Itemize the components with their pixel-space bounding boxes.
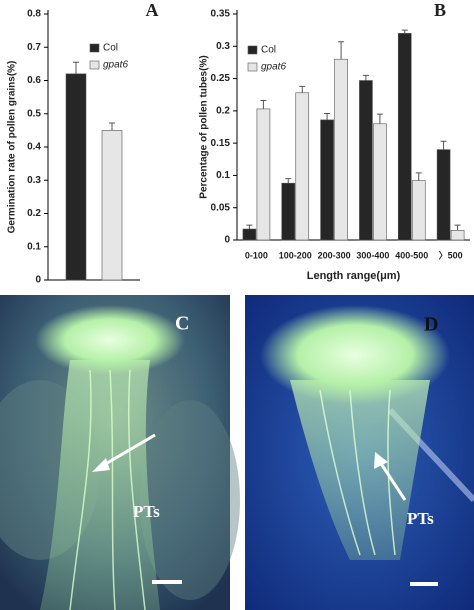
legend-swatch (247, 45, 258, 55)
legend-label: Col (261, 45, 276, 56)
micrograph-c: C PTs (0, 295, 240, 610)
error-bar (440, 140, 447, 150)
y-tick-label: 0.05 (211, 202, 231, 213)
y-tick-label: 0.7 (27, 42, 41, 53)
legend-swatch (89, 43, 100, 53)
legend-swatch (247, 62, 258, 72)
panel-label: B (434, 0, 446, 20)
bar (101, 130, 123, 281)
bar (256, 108, 271, 241)
micrograph-d: D PTs (245, 295, 474, 610)
error-bar (454, 224, 461, 231)
x-tick-label: 〉500 (439, 250, 463, 260)
y-tick-label: 0.4 (27, 142, 41, 153)
bar (320, 119, 334, 241)
y-tick-label: 0 (224, 235, 230, 246)
panel-label: A (146, 0, 159, 20)
bar (450, 230, 465, 241)
annotation: PTs (133, 502, 160, 521)
bar (334, 58, 348, 241)
x-tick-label: 0-100 (245, 250, 268, 260)
error-bar (401, 29, 408, 34)
error-bar (73, 61, 79, 74)
y-tick-label: 0.25 (211, 73, 231, 84)
y-tick-label: 0.8 (27, 9, 41, 20)
x-tick-label: 100-200 (279, 250, 312, 260)
bar (295, 92, 310, 241)
x-axis-label: Length range(μm) (307, 270, 401, 282)
y-tick-label: 0.35 (211, 9, 231, 20)
error-bar (376, 113, 383, 124)
x-tick-label: 400-500 (395, 250, 428, 260)
y-tick-label: 0.6 (27, 75, 41, 86)
legend-label: gpat6 (261, 62, 286, 73)
bar (411, 180, 426, 241)
error-bar (285, 178, 292, 184)
bar (373, 123, 387, 241)
error-bar (299, 85, 306, 93)
bar (242, 228, 257, 241)
y-tick-label: 0.1 (27, 241, 41, 252)
legend-label: gpat6 (103, 60, 128, 71)
y-axis-label: Percentage of pollen tubes(%) (199, 55, 210, 198)
error-bar (415, 172, 422, 181)
y-tick-label: 0 (35, 275, 41, 286)
error-bar (260, 100, 267, 109)
y-axis-label: Germination rate of pollen grains(%) (7, 61, 18, 234)
panel-label: D (424, 314, 438, 336)
y-tick-label: 0.5 (27, 108, 41, 119)
y-tick-label: 0.2 (27, 208, 41, 219)
x-tick-label: 300-400 (356, 250, 389, 260)
bar (65, 73, 87, 281)
y-tick-label: 0.3 (27, 175, 41, 186)
panel-label: C (175, 313, 189, 335)
legend-swatch (89, 60, 100, 70)
bar (436, 149, 451, 241)
bar (281, 182, 296, 241)
error-bar (324, 112, 331, 120)
bar (397, 33, 412, 241)
x-tick-label: 200-300 (318, 250, 351, 260)
error-bar (109, 122, 115, 131)
legend-label: Col (103, 43, 118, 54)
error-bar (246, 224, 253, 230)
annotation: PTs (407, 509, 434, 528)
bar (359, 80, 373, 241)
y-tick-label: 0.3 (216, 41, 230, 52)
error-bar (362, 74, 369, 81)
error-bar (338, 41, 345, 60)
y-tick-label: 0.1 (216, 170, 230, 181)
y-tick-label: 0.2 (216, 105, 230, 116)
y-tick-label: 0.15 (211, 138, 231, 149)
